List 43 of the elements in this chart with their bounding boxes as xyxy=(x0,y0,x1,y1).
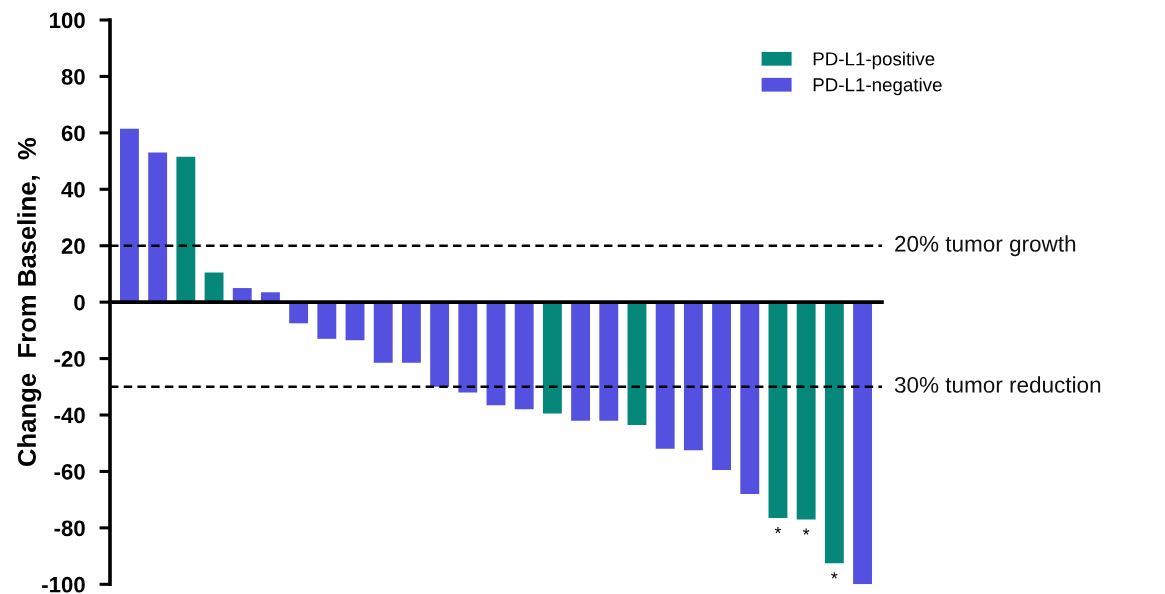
bar xyxy=(176,156,196,303)
y-tick-label: 0 xyxy=(74,294,85,311)
bar xyxy=(571,302,591,421)
bar xyxy=(599,302,619,421)
y-tick-label: 40 xyxy=(61,181,85,198)
y-tick-label: -20 xyxy=(54,351,85,367)
ref-line-label: 20% tumor growth xyxy=(895,235,1076,257)
bar xyxy=(401,302,421,363)
y-tick-label: 60 xyxy=(61,125,85,142)
bar xyxy=(712,302,732,471)
ref-line-label: 30% tumor reduction xyxy=(894,376,1101,393)
y-axis-title: Change From Baseline, % xyxy=(17,137,42,466)
bar xyxy=(317,302,337,339)
legend-label: PD-L1-positive xyxy=(813,51,935,70)
y-tick-label: 20 xyxy=(61,238,85,254)
bar xyxy=(148,152,168,303)
bar xyxy=(458,302,478,393)
y-tick-label: -80 xyxy=(54,520,85,537)
bar xyxy=(373,302,393,363)
y-tick-label: 100 xyxy=(50,12,85,29)
data-label: * xyxy=(831,572,838,579)
bar xyxy=(655,302,675,449)
bar xyxy=(853,302,872,585)
bar xyxy=(768,302,788,518)
y-tick-label: -100 xyxy=(42,576,85,593)
bar xyxy=(740,302,760,495)
y-tick-label: -40 xyxy=(54,407,85,424)
bar xyxy=(796,302,816,520)
bar xyxy=(514,302,534,410)
bar xyxy=(627,302,647,425)
bar xyxy=(824,302,844,564)
y-tick-label: -60 xyxy=(54,463,85,480)
bar xyxy=(345,302,365,341)
bar xyxy=(542,302,562,414)
bar xyxy=(289,302,309,324)
data-label: * xyxy=(802,528,810,535)
bar xyxy=(430,302,450,387)
bar xyxy=(486,302,506,406)
bar xyxy=(120,128,139,303)
bar xyxy=(683,302,703,451)
y-tick-label: 80 xyxy=(61,68,85,85)
legend-label: PD-L1-negative xyxy=(813,77,942,96)
data-label: * xyxy=(774,526,782,534)
